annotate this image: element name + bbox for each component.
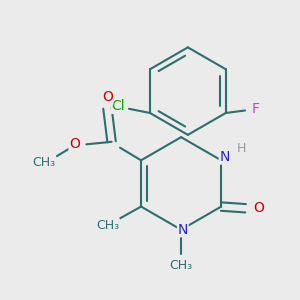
Text: CH₃: CH₃: [96, 219, 119, 232]
Text: Cl: Cl: [111, 99, 125, 113]
Text: CH₃: CH₃: [169, 259, 193, 272]
Text: CH₃: CH₃: [32, 156, 55, 169]
Text: O: O: [102, 90, 113, 104]
Text: O: O: [69, 137, 80, 151]
Text: F: F: [251, 102, 259, 116]
Text: N: N: [219, 150, 230, 164]
Text: H: H: [237, 142, 246, 155]
Text: O: O: [253, 201, 264, 215]
Text: N: N: [178, 223, 188, 237]
